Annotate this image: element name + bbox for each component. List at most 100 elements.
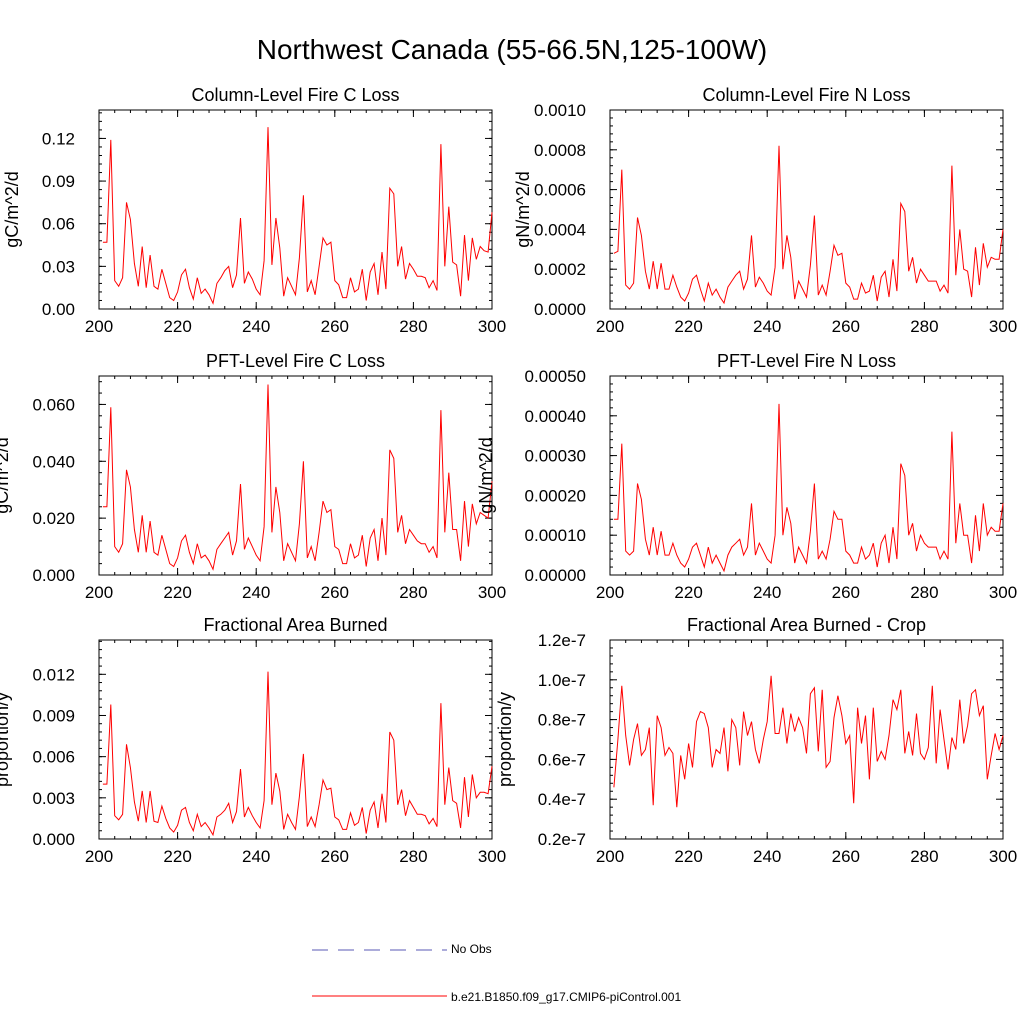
chart-title: PFT-Level Fire C Loss [206, 351, 385, 371]
x-tick-label: 260 [832, 583, 860, 602]
y-tick-label: 0.006 [32, 748, 75, 767]
y-tick-label: 0.06 [42, 215, 75, 234]
y-axis-label: proportion/y [0, 692, 12, 787]
y-tick-label: 0.00040 [525, 407, 586, 426]
page-title: Northwest Canada (55-66.5N,125-100W) [256, 34, 768, 65]
x-tick-label: 260 [321, 317, 349, 336]
series-line [102, 671, 493, 837]
series-line [102, 384, 493, 571]
chart-panel-1: Column-Level Fire C Loss gC/m^2/d 200 220 24… [2, 85, 506, 336]
x-tick-label: 220 [674, 847, 702, 866]
y-tick-label: 0.00000 [525, 566, 586, 585]
x-tick-label: 260 [832, 847, 860, 866]
x-tick-label: 200 [596, 847, 624, 866]
chart-panel-5: Fractional Area Burned proportion/y 200 220… [0, 615, 506, 866]
series-line [102, 127, 493, 305]
x-tick-label: 200 [85, 847, 113, 866]
chart-panel-6: Fractional Area Burned - Crop proportion/… [495, 615, 1017, 866]
chart-panel-3: PFT-Level Fire C Loss gC/m^2/d 200 220 240 26… [0, 351, 506, 602]
y-axis-label: gC/m^2/d [0, 437, 12, 513]
y-tick-label: 0.060 [32, 395, 75, 414]
y-tick-label: 1.0e-7 [538, 671, 586, 690]
y-tick-label: 0.00050 [525, 367, 586, 386]
chart-title: PFT-Level Fire N Loss [717, 351, 896, 371]
series-line [613, 675, 1004, 808]
x-tick-label: 300 [478, 847, 506, 866]
y-tick-label: 0.003 [32, 789, 75, 808]
x-tick-label: 280 [910, 847, 938, 866]
plot-frame [98, 639, 493, 840]
x-tick-label: 280 [910, 317, 938, 336]
y-tick-label: 0.040 [32, 452, 75, 471]
y-tick-label: 0.00030 [525, 447, 586, 466]
y-tick-label: 0.4e-7 [538, 790, 586, 809]
legend [312, 949, 447, 997]
plot-frame [609, 375, 1004, 576]
y-axis-label: gC/m^2/d [2, 171, 22, 247]
x-tick-label: 240 [242, 847, 270, 866]
y-tick-label: 0.012 [32, 665, 75, 684]
plot-frame [98, 375, 493, 576]
x-tick-label: 280 [399, 847, 427, 866]
plot-frame [609, 639, 1004, 840]
chart-title: Fractional Area Burned - Crop [687, 615, 926, 635]
x-tick-label: 220 [163, 583, 191, 602]
y-tick-label: 0.0006 [534, 181, 586, 200]
x-tick-label: 200 [85, 317, 113, 336]
x-tick-label: 280 [910, 583, 938, 602]
x-tick-label: 220 [163, 847, 191, 866]
y-tick-label: 0.2e-7 [538, 830, 586, 849]
plot-frame [98, 109, 493, 310]
chart-title: Column-Level Fire N Loss [702, 85, 910, 105]
chart-panel-4: PFT-Level Fire N Loss gN/m^2/d 200 220 240 26… [476, 351, 1017, 602]
y-tick-label: 0.000 [32, 566, 75, 585]
y-tick-label: 0.0008 [534, 141, 586, 160]
y-tick-label: 0.12 [42, 129, 75, 148]
x-tick-label: 220 [163, 317, 191, 336]
x-tick-label: 260 [321, 847, 349, 866]
y-tick-label: 0.00010 [525, 526, 586, 545]
x-tick-label: 300 [478, 583, 506, 602]
y-tick-label: 0.09 [42, 172, 75, 191]
y-tick-label: 0.0002 [534, 260, 586, 279]
plot-frame [609, 109, 1004, 310]
y-axis-label: proportion/y [495, 692, 515, 787]
y-tick-label: 0.0000 [534, 300, 586, 319]
y-tick-label: 0.0010 [534, 101, 586, 120]
x-tick-label: 300 [478, 317, 506, 336]
y-tick-label: 0.0004 [534, 220, 586, 239]
x-tick-label: 220 [674, 317, 702, 336]
y-tick-label: 0.00 [42, 300, 75, 319]
x-tick-label: 200 [596, 583, 624, 602]
legend-model-label: b.e21.B1850.f09_g17.CMIP6-piControl.001 [451, 990, 682, 1004]
chart-title: Fractional Area Burned [203, 615, 387, 635]
chart-title: Column-Level Fire C Loss [191, 85, 399, 105]
x-tick-label: 300 [989, 317, 1017, 336]
x-tick-label: 260 [832, 317, 860, 336]
y-tick-label: 0.8e-7 [538, 711, 586, 730]
y-axis-label: gN/m^2/d [476, 437, 496, 513]
x-tick-label: 200 [85, 583, 113, 602]
y-tick-label: 1.2e-7 [538, 631, 586, 650]
y-tick-label: 0.00020 [525, 486, 586, 505]
y-tick-label: 0.009 [32, 706, 75, 725]
y-tick-label: 0.020 [32, 509, 75, 528]
x-tick-label: 240 [753, 847, 781, 866]
x-tick-label: 260 [321, 583, 349, 602]
x-tick-label: 300 [989, 583, 1017, 602]
x-tick-label: 200 [596, 317, 624, 336]
legend-obs-label: No Obs [451, 942, 492, 956]
chart-panel-2: Column-Level Fire N Loss gN/m^2/d 200 220 24… [513, 85, 1017, 336]
x-tick-label: 220 [674, 583, 702, 602]
x-tick-label: 300 [989, 847, 1017, 866]
x-tick-label: 240 [753, 583, 781, 602]
y-axis-label: gN/m^2/d [513, 171, 533, 247]
series-line [613, 403, 1004, 573]
x-tick-label: 280 [399, 583, 427, 602]
x-tick-label: 240 [753, 317, 781, 336]
y-tick-label: 0.6e-7 [538, 750, 586, 769]
x-tick-label: 240 [242, 317, 270, 336]
y-tick-label: 0.000 [32, 830, 75, 849]
x-tick-label: 240 [242, 583, 270, 602]
